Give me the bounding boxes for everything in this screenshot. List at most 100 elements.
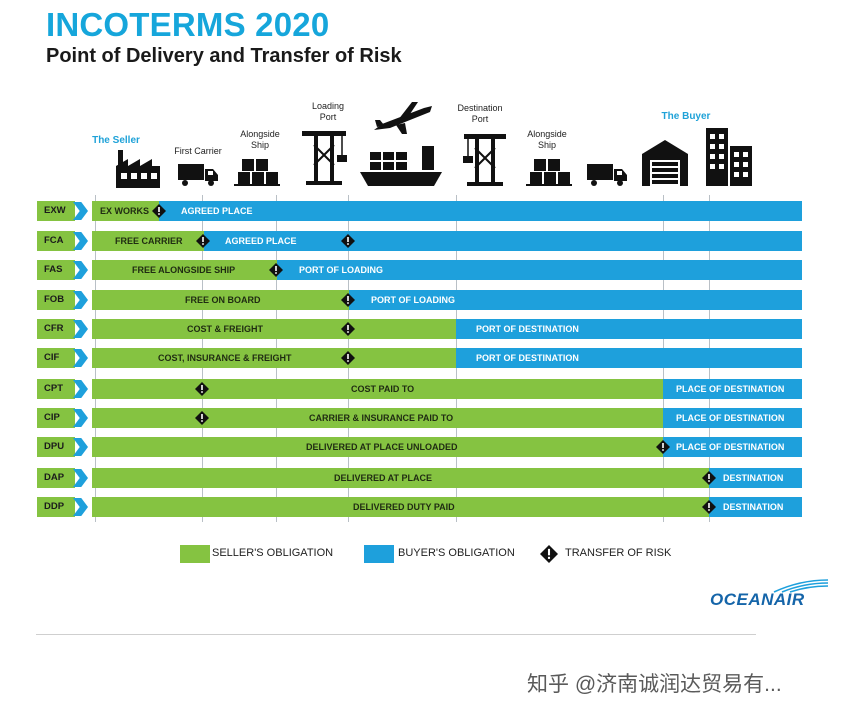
- seller-label: DELIVERED AT PLACE: [334, 473, 433, 483]
- loading-port-label: Loading Port: [311, 101, 345, 122]
- chevron-right-icon: [73, 349, 88, 367]
- buyer-label: PORT OF DESTINATION: [476, 353, 579, 363]
- seller-label: DELIVERED AT PLACE UNLOADED: [306, 442, 458, 452]
- buyer-segment: [277, 260, 802, 280]
- term-row-dap: DAP DELIVERED AT PLACE DESTINATION: [37, 468, 802, 488]
- buyer-label: PORT OF DESTINATION: [476, 324, 579, 334]
- risk-diamond-icon: [195, 411, 209, 425]
- term-code: DAP: [37, 468, 75, 488]
- cargo-boxes-icon-2: [526, 159, 572, 186]
- buyer-label: The Buyer: [661, 111, 711, 122]
- oceanair-logo: OCEANAIR: [710, 590, 805, 609]
- buyer-segment: [456, 348, 802, 368]
- term-row-cfr: CFR COST & FREIGHT PORT OF DESTINATION: [37, 319, 802, 339]
- seller-label: FREE ON BOARD: [185, 295, 261, 305]
- seller-segment: [92, 379, 663, 399]
- term-code: CIP: [37, 408, 75, 428]
- risk-diamond-icon: [152, 204, 166, 218]
- seller-label: DELIVERED DUTY PAID: [353, 502, 455, 512]
- term-row-ddp: DDP DELIVERED DUTY PAID DESTINATION: [37, 497, 802, 517]
- buyer-segment: [204, 231, 802, 251]
- buyer-segment: [709, 468, 802, 488]
- buyer-segment: [663, 408, 802, 428]
- truck-icon: [178, 164, 218, 186]
- risk-diamond-icon: [195, 382, 209, 396]
- seller-label: COST, INSURANCE & FREIGHT: [158, 353, 292, 363]
- truck-icon-2: [587, 164, 627, 186]
- buyer-segment: [456, 319, 802, 339]
- buyer-segment: [709, 497, 802, 517]
- seller-segment: [92, 260, 277, 280]
- term-code: DDP: [37, 497, 75, 517]
- separator-line: [36, 634, 756, 635]
- risk-diamond-icon: [196, 234, 210, 248]
- seller-segment: [92, 408, 663, 428]
- buyer-label: PORT OF LOADING: [371, 295, 455, 305]
- warehouse-icon: [642, 140, 688, 186]
- buyer-segment: [663, 379, 802, 399]
- cargo-boxes-icon: [234, 159, 280, 186]
- legend-risk-label: TRANSFER OF RISK: [565, 547, 672, 559]
- buyer-label: PLACE OF DESTINATION: [676, 442, 785, 452]
- term-row-exw: EXW EX WORKS AGREED PLACE: [37, 201, 802, 221]
- chevron-right-icon: [73, 409, 88, 427]
- legend-buyer-swatch: [364, 545, 394, 563]
- risk-diamond-icon: [341, 351, 355, 365]
- chevron-right-icon: [73, 498, 88, 516]
- risk-diamond-icon: [702, 471, 716, 485]
- seller-segment: [92, 468, 709, 488]
- term-code: FCA: [37, 231, 75, 251]
- seller-segment: [92, 348, 456, 368]
- alongside-ship-label-2: Alongside Ship: [527, 129, 567, 150]
- seller-label: The Seller: [92, 135, 140, 146]
- watermark-text: 知乎 @济南诚润达贸易有...: [527, 673, 782, 696]
- buyer-label: DESTINATION: [723, 502, 784, 512]
- seller-label: COST & FREIGHT: [187, 324, 263, 334]
- buyer-label: PLACE OF DESTINATION: [676, 413, 785, 423]
- term-row-fob: FOB FREE ON BOARD PORT OF LOADING: [37, 290, 802, 310]
- risk-diamond-icon: [341, 234, 355, 248]
- destination-port-label: Destination Port: [457, 103, 503, 124]
- legend-seller-label: SELLER'S OBLIGATION: [212, 547, 334, 559]
- seller-label: CARRIER & INSURANCE PAID TO: [309, 413, 454, 423]
- airplane-icon: [374, 102, 432, 134]
- term-code: FOB: [37, 290, 75, 310]
- port-crane-icon: [302, 131, 347, 185]
- legend-risk-diamond-icon: [540, 545, 558, 563]
- chevron-right-icon: [73, 261, 88, 279]
- seller-label: COST PAID TO: [351, 384, 415, 394]
- term-row-cip: CIP CARRIER & INSURANCE PAID TO PLACE OF…: [37, 408, 802, 428]
- destination-crane-icon: [463, 134, 506, 186]
- buyer-label: AGREED PLACE: [225, 236, 297, 246]
- seller-segment: [92, 201, 159, 221]
- chevron-right-icon: [73, 202, 88, 220]
- factory-icon: [116, 150, 160, 188]
- seller-segment: [92, 497, 709, 517]
- term-code: DPU: [37, 437, 75, 457]
- term-code: CPT: [37, 379, 75, 399]
- term-code: CFR: [37, 319, 75, 339]
- alongside-ship-label-1: Alongside Ship: [240, 129, 280, 150]
- seller-segment: [92, 437, 663, 457]
- buyer-label: AGREED PLACE: [181, 206, 253, 216]
- seller-label: FREE CARRIER: [115, 236, 183, 246]
- risk-diamond-icon: [702, 500, 716, 514]
- buyer-segment: [663, 437, 802, 457]
- legend-seller-swatch: [180, 545, 210, 563]
- page-subtitle: Point of Delivery and Transfer of Risk: [46, 45, 402, 67]
- cargo-ship-icon: [360, 146, 442, 186]
- term-row-cif: CIF COST, INSURANCE & FREIGHT PORT OF DE…: [37, 348, 802, 368]
- term-row-cpt: CPT COST PAID TO PLACE OF DESTINATION: [37, 379, 802, 399]
- seller-segment: [92, 231, 204, 251]
- risk-diamond-icon: [341, 322, 355, 336]
- office-buildings-icon: [706, 128, 752, 186]
- chevron-right-icon: [73, 438, 88, 456]
- risk-diamond-icon: [656, 440, 670, 454]
- buyer-segment: [349, 290, 802, 310]
- buyer-label: DESTINATION: [723, 473, 784, 483]
- buyer-segment: [159, 201, 802, 221]
- chevron-right-icon: [73, 469, 88, 487]
- risk-diamond-icon: [269, 263, 283, 277]
- term-row-fca: FCA FREE CARRIER AGREED PLACE: [37, 231, 802, 251]
- term-code: FAS: [37, 260, 75, 280]
